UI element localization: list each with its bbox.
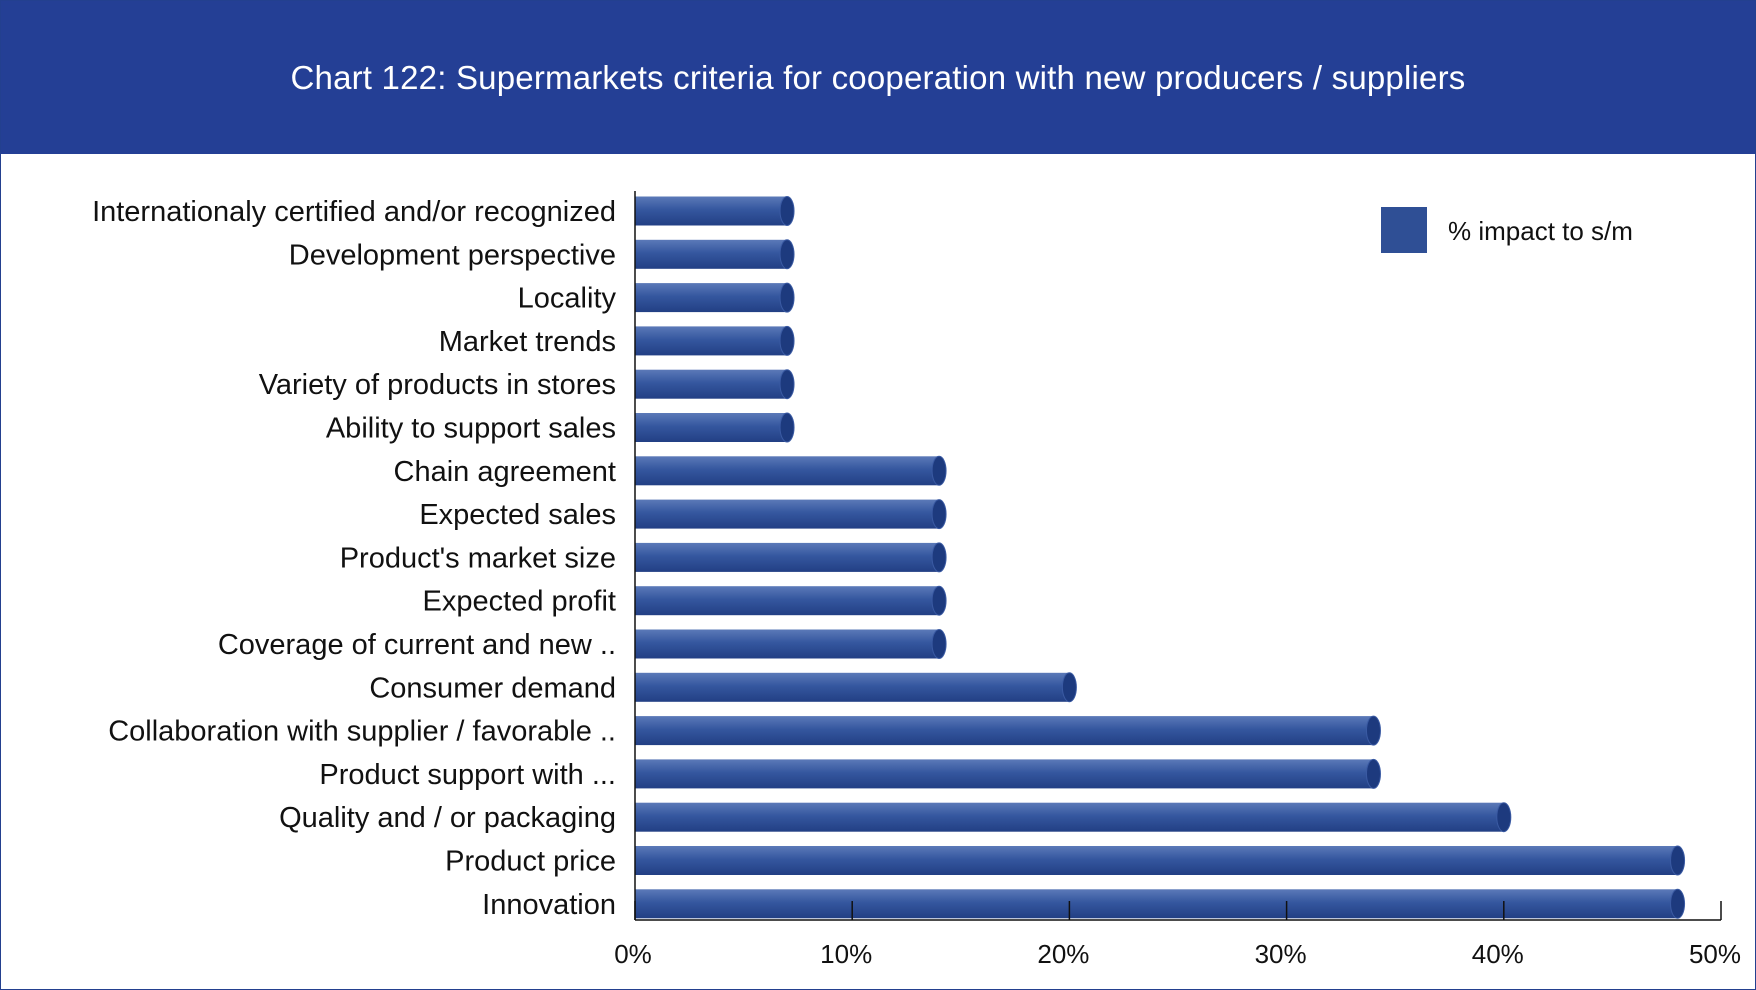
category-labels: Internationaly certified and/or recogniz… [92,196,616,921]
bar-body [635,672,1070,702]
x-tick-label: 0% [614,939,652,969]
category-label: Internationaly certified and/or recogniz… [92,196,616,228]
bar-cap [779,325,795,356]
bar-body [635,759,1374,789]
bar [635,412,795,443]
bar [635,282,795,313]
category-label: Consumer demand [369,672,616,704]
category-label: Locality [518,283,617,315]
bar [635,888,1686,919]
legend-swatch [1381,207,1427,253]
category-label: Product's market size [340,542,616,574]
bar [635,629,947,659]
x-tick-label: 40% [1472,939,1524,969]
bar-cap [1061,672,1077,703]
category-label: Product price [445,846,616,878]
bar-cap [1670,845,1686,876]
x-tick-label: 10% [820,939,872,969]
bar-cap [1496,802,1512,833]
category-label: Development perspective [289,239,616,271]
bar [635,845,1686,876]
bar-body [635,542,940,572]
bar-cap [931,455,947,486]
category-label: Innovation [482,889,616,921]
bar-body [635,716,1374,746]
chart-title: Chart 122: Supermarkets criteria for coo… [290,58,1466,96]
category-label: Quality and / or packaging [279,802,616,834]
bar-cap [779,239,795,270]
bar [635,672,1077,703]
bar [635,715,1381,746]
category-label: Chain agreement [394,456,616,488]
bar-body [635,456,940,486]
bar-body [635,326,788,356]
bar-cap [931,629,947,659]
bar-body [635,413,788,442]
category-label: Expected profit [423,586,616,618]
x-tick-label: 50% [1689,939,1741,969]
bar [635,239,795,270]
x-axis: 0% 10% 20% 30% 40% 50% [614,191,1741,969]
bar-body [635,802,1504,832]
x-tick-label: 20% [1037,939,1089,969]
legend-label: % impact to s/m [1448,216,1633,246]
category-label: Variety of products in stores [259,369,616,401]
bar-cap [779,369,795,400]
bar-cap [1670,888,1686,919]
category-label: Ability to support sales [326,413,616,445]
bar [635,802,1512,833]
legend: % impact to s/m [1381,207,1633,253]
bar-body [635,889,1678,919]
bar-body [635,283,788,313]
bar [635,196,795,226]
chart-header: Chart 122: Supermarkets criteria for coo… [1,1,1755,154]
bar [635,499,947,530]
bar [635,455,947,486]
bar-cap [931,499,947,530]
bar-body [635,629,940,659]
bar [635,585,947,616]
bar-cap [779,412,795,443]
bar-cap [779,282,795,313]
bar-body [635,369,788,399]
bar-body [635,239,788,269]
category-label: Market trends [439,326,616,358]
category-label: Collaboration with supplier / favorable … [108,716,616,748]
bars-group [635,196,1686,919]
bar-body [635,586,940,616]
bar-body [635,196,788,226]
bar-body [635,499,940,529]
bar-cap [1365,715,1381,746]
category-label: Coverage of current and new .. [218,629,616,661]
bar-cap [931,542,947,573]
bar [635,542,947,573]
bar-cap [931,585,947,616]
category-label: Product support with ... [319,759,616,791]
x-tick-label: 30% [1255,939,1307,969]
bar [635,325,795,356]
bar [635,758,1381,789]
bar [635,369,795,400]
bar-cap [1365,758,1381,789]
bar-cap [779,196,795,226]
bar-body [635,846,1678,875]
category-label: Expected sales [419,499,616,531]
